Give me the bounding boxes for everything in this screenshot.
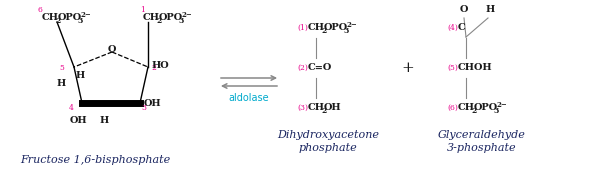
- Text: (5): (5): [447, 64, 458, 72]
- Text: 2: 2: [471, 107, 476, 115]
- Text: OPO: OPO: [324, 24, 348, 33]
- Text: H: H: [486, 6, 494, 15]
- Text: CH: CH: [308, 24, 325, 33]
- Text: (3): (3): [297, 104, 308, 112]
- Text: OPO: OPO: [159, 13, 183, 22]
- Text: 2: 2: [156, 17, 161, 25]
- Text: 1: 1: [140, 6, 145, 14]
- Text: Fructose 1,6-bisphosphate: Fructose 1,6-bisphosphate: [20, 155, 170, 165]
- Text: O: O: [108, 45, 116, 54]
- Text: 3: 3: [178, 17, 183, 25]
- Text: CH: CH: [42, 13, 59, 22]
- Text: (1): (1): [297, 24, 308, 32]
- Text: 2−: 2−: [346, 21, 357, 29]
- Text: 3: 3: [493, 107, 499, 115]
- Text: 3: 3: [77, 17, 82, 25]
- Text: 3-phosphate: 3-phosphate: [447, 143, 517, 153]
- Text: H: H: [76, 71, 85, 80]
- Text: +: +: [402, 61, 414, 75]
- Text: HO: HO: [152, 61, 170, 70]
- Text: OH: OH: [69, 116, 87, 125]
- Text: H: H: [99, 116, 109, 125]
- Text: O: O: [460, 6, 468, 15]
- Text: H: H: [57, 79, 65, 88]
- Text: aldolase: aldolase: [228, 93, 270, 103]
- Text: 2: 2: [321, 107, 326, 115]
- Text: CH: CH: [143, 13, 160, 22]
- Text: 2−: 2−: [181, 11, 192, 19]
- Text: (6): (6): [447, 104, 458, 112]
- Text: OPO: OPO: [58, 13, 82, 22]
- Text: 2−: 2−: [496, 101, 507, 109]
- Text: OPO: OPO: [474, 103, 498, 112]
- Text: 6: 6: [38, 6, 43, 14]
- Text: (2): (2): [297, 64, 308, 72]
- Text: C: C: [458, 24, 466, 33]
- Text: 2: 2: [151, 64, 156, 72]
- Text: 2: 2: [321, 27, 326, 35]
- Text: 4: 4: [69, 104, 74, 112]
- Text: Glyceraldehyde: Glyceraldehyde: [438, 130, 526, 140]
- Text: 5: 5: [59, 64, 64, 72]
- Text: 2: 2: [55, 17, 60, 25]
- Text: C=O: C=O: [308, 63, 332, 72]
- Text: OH: OH: [324, 103, 342, 112]
- Text: CHOH: CHOH: [458, 63, 493, 72]
- Text: 2−: 2−: [80, 11, 91, 19]
- Text: (4): (4): [447, 24, 458, 32]
- Text: Dihydroxyacetone: Dihydroxyacetone: [277, 130, 379, 140]
- Text: CH: CH: [308, 103, 325, 112]
- Text: 3: 3: [141, 104, 146, 112]
- Text: CH: CH: [458, 103, 475, 112]
- Text: 3: 3: [343, 27, 349, 35]
- Text: OH: OH: [144, 98, 162, 107]
- Text: phosphate: phosphate: [299, 143, 358, 153]
